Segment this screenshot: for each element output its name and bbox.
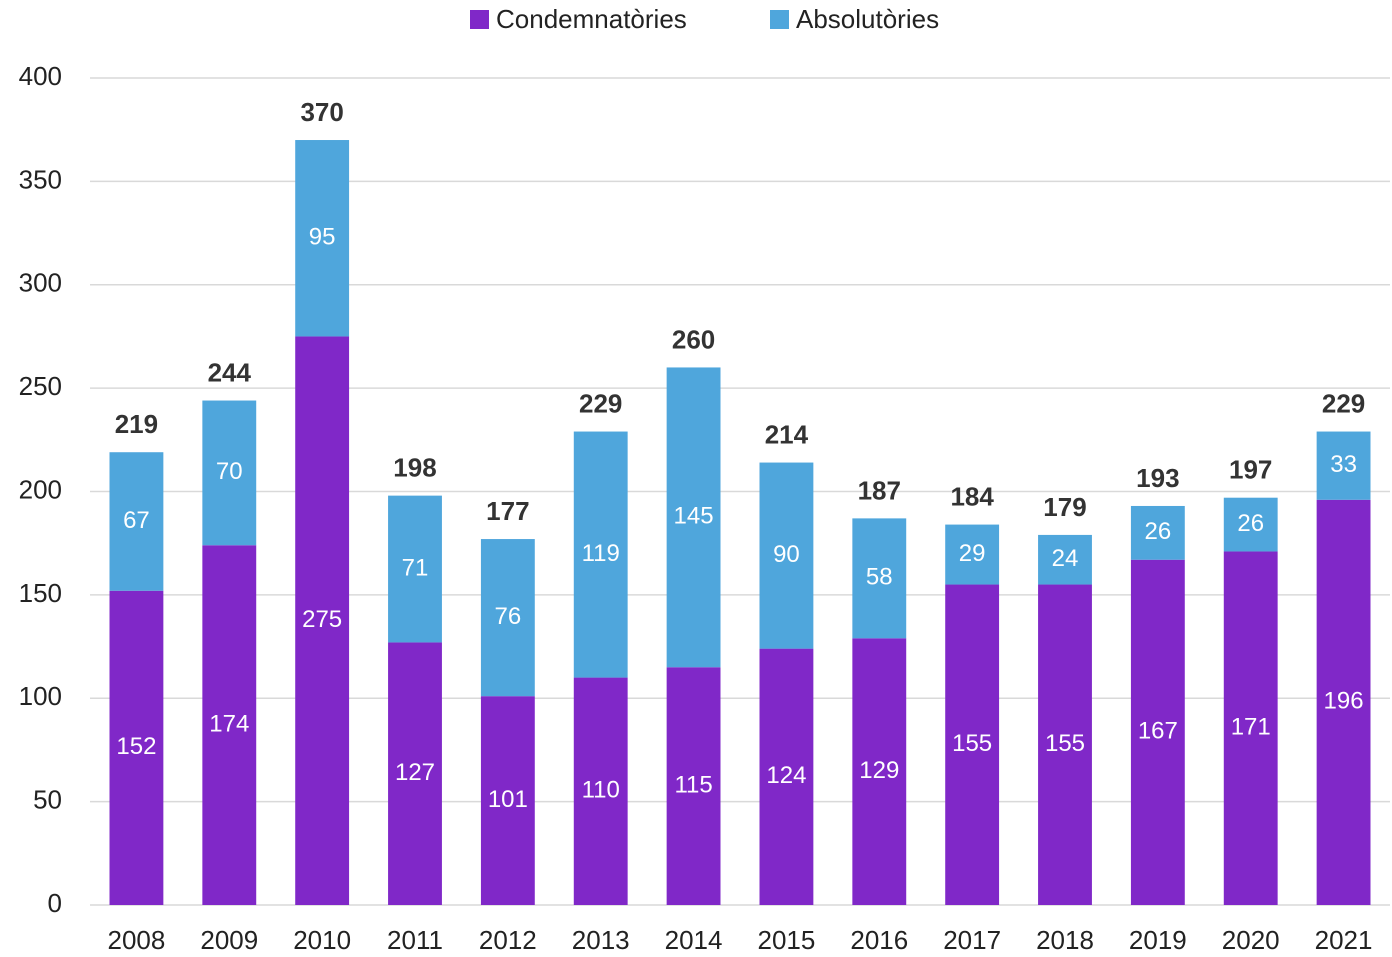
bar-segment	[1223, 551, 1278, 905]
value-label: 26	[1145, 518, 1172, 545]
bar-segment	[388, 642, 442, 905]
y-tick-label: 100	[19, 681, 62, 711]
bar-segment	[759, 462, 814, 649]
bar-segment	[1130, 559, 1185, 905]
y-tick-label: 300	[19, 268, 62, 298]
x-tick-label: 2012	[479, 925, 537, 955]
bar-segment	[759, 648, 814, 905]
x-tick-label: 2009	[200, 925, 258, 955]
value-label: 33	[1330, 451, 1357, 478]
total-label: 244	[208, 357, 252, 387]
legend-swatch	[770, 10, 789, 29]
total-label: 198	[393, 453, 436, 483]
y-tick-label: 200	[19, 474, 62, 504]
bar-segment	[202, 545, 257, 905]
x-tick-label: 2020	[1222, 925, 1280, 955]
x-tick-label: 2011	[387, 925, 443, 955]
value-label: 95	[309, 224, 336, 251]
value-label: 76	[495, 603, 522, 630]
value-label: 124	[766, 762, 806, 789]
legend-swatch	[470, 10, 489, 29]
value-label: 58	[866, 564, 893, 591]
bar-segment	[1316, 431, 1371, 500]
bar-segment	[1038, 534, 1092, 585]
value-label: 129	[859, 757, 899, 784]
y-tick-label: 350	[19, 164, 62, 194]
value-label: 24	[1052, 545, 1079, 572]
value-label: 171	[1231, 714, 1271, 741]
total-label: 193	[1136, 463, 1179, 493]
x-tick-label: 2016	[850, 925, 908, 955]
bar-segment	[295, 140, 350, 337]
bar-segment	[480, 696, 535, 905]
value-label: 115	[674, 771, 712, 798]
y-tick-label: 50	[33, 785, 62, 815]
y-tick-label: 150	[19, 578, 62, 608]
total-label: 179	[1043, 492, 1086, 522]
bar-segment	[573, 677, 628, 905]
value-label: 71	[402, 554, 429, 581]
x-tick-label: 2015	[758, 925, 816, 955]
total-label: 260	[672, 324, 715, 354]
value-label: 196	[1324, 688, 1364, 715]
total-label: 184	[950, 481, 994, 511]
value-label: 155	[1045, 730, 1085, 757]
bar-segment	[1038, 584, 1092, 905]
y-tick-label: 0	[48, 888, 62, 918]
x-tick-label: 2018	[1036, 925, 1094, 955]
legend-label: Condemnatòries	[496, 4, 687, 34]
bar-segment	[1316, 499, 1371, 905]
bar-segment	[945, 584, 1000, 905]
bar-segment	[388, 495, 442, 643]
total-label: 219	[115, 409, 158, 439]
x-tick-label: 2021	[1315, 925, 1373, 955]
value-label: 145	[674, 503, 714, 530]
bar-segment	[573, 431, 628, 678]
value-label: 29	[959, 540, 986, 567]
bar-segment	[852, 518, 907, 639]
bar-segment	[295, 336, 350, 905]
value-label: 174	[209, 710, 249, 737]
bar-segment	[1130, 505, 1185, 560]
y-tick-label: 400	[19, 61, 62, 91]
value-label: 119	[582, 540, 620, 567]
value-label: 67	[123, 507, 150, 534]
value-label: 152	[116, 733, 156, 760]
total-label: 214	[765, 419, 809, 449]
total-label: 177	[486, 496, 529, 526]
total-label: 370	[300, 97, 343, 127]
bar-segment	[480, 539, 535, 697]
bar-segment	[666, 367, 721, 668]
value-label: 167	[1138, 718, 1178, 745]
value-label: 127	[395, 759, 435, 786]
total-label: 187	[858, 475, 901, 505]
bar-segment	[945, 524, 1000, 585]
value-label: 155	[952, 730, 992, 757]
bar-segment	[202, 400, 257, 546]
bar-segment	[109, 590, 164, 905]
total-label: 229	[579, 388, 622, 418]
bar-segment	[109, 452, 164, 591]
x-tick-label: 2008	[108, 925, 166, 955]
value-label: 26	[1237, 510, 1264, 537]
total-label: 197	[1229, 455, 1272, 485]
value-label: 275	[302, 606, 342, 633]
bar-segment	[1223, 497, 1278, 552]
value-label: 70	[216, 458, 243, 485]
legend: Condemnatòries Absolutòries	[470, 4, 939, 34]
x-tick-label: 2013	[572, 925, 630, 955]
value-label: 110	[582, 777, 620, 804]
x-tick-label: 2014	[665, 925, 723, 955]
value-label: 90	[773, 541, 800, 568]
value-label: 101	[488, 786, 528, 813]
legend-label: Absolutòries	[796, 4, 939, 34]
x-tick-label: 2019	[1129, 925, 1187, 955]
total-label: 229	[1322, 388, 1365, 418]
y-tick-label: 250	[19, 371, 62, 401]
x-tick-label: 2010	[293, 925, 351, 955]
bar-segment	[666, 667, 721, 905]
bar-segment	[852, 638, 907, 905]
x-tick-label: 2017	[943, 925, 1001, 955]
